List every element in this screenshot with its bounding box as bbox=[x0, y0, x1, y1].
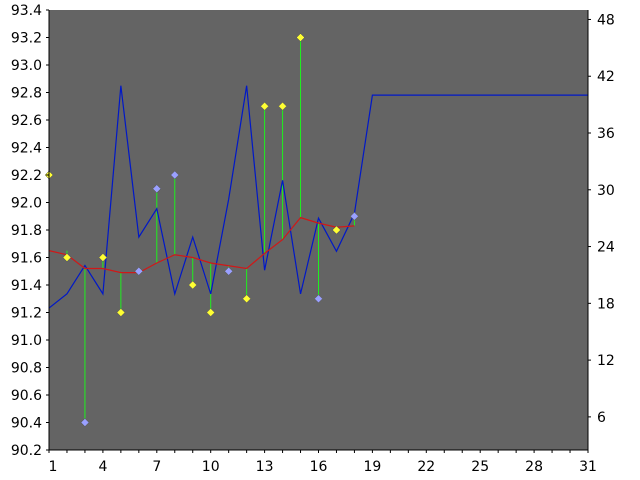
marker-13 bbox=[260, 101, 269, 111]
marker-16 bbox=[314, 294, 323, 304]
y-left-tick-label: 92.2 bbox=[11, 168, 42, 184]
x-tick-label: 13 bbox=[256, 459, 274, 475]
x-tick-label: 7 bbox=[152, 459, 161, 475]
x-tick-label: 4 bbox=[98, 459, 107, 475]
marker-10 bbox=[206, 308, 216, 317]
y-left-tick-label: 92.6 bbox=[11, 113, 42, 129]
marker-3 bbox=[80, 418, 90, 427]
marker-8 bbox=[170, 170, 180, 180]
x-tick-label: 10 bbox=[202, 459, 220, 475]
axes-group: 90.2 90.4 90.6 90.8 91.0 91.2 91.4 91.6 91.8 92.0… bbox=[11, 3, 615, 475]
series-line-0 bbox=[48, 85, 588, 309]
y-left-tick-label: 91.4 bbox=[11, 278, 42, 294]
marker-2 bbox=[62, 253, 72, 262]
y-left-tick-label: 91.2 bbox=[11, 306, 42, 322]
marker-4 bbox=[98, 253, 108, 262]
marker-6 bbox=[134, 266, 144, 276]
marker-12 bbox=[242, 294, 251, 304]
marker-11 bbox=[224, 266, 234, 276]
y-left-tick-label: 93.4 bbox=[11, 3, 42, 19]
marker-5 bbox=[116, 308, 126, 317]
y-right-tick-label: 6 bbox=[597, 410, 606, 426]
y-right-tick-label: 18 bbox=[597, 296, 615, 312]
y-left-tick-label: 90.6 bbox=[11, 388, 42, 404]
y-left-tick-label: 90.4 bbox=[11, 416, 42, 432]
marker-14 bbox=[278, 101, 287, 111]
x-tick-label: 1 bbox=[49, 459, 58, 475]
markers-group bbox=[44, 33, 359, 427]
marker-15 bbox=[296, 33, 305, 42]
x-tick-label: 25 bbox=[471, 459, 489, 475]
series-line-1 bbox=[48, 216, 355, 274]
stems-group bbox=[48, 37, 355, 423]
y-left-tick-label: 93.0 bbox=[11, 58, 42, 74]
x-tick-label: 19 bbox=[363, 459, 381, 475]
y-left-tick-label: 91.6 bbox=[11, 251, 42, 267]
marker-17 bbox=[332, 225, 341, 235]
x-tick-label: 31 bbox=[579, 459, 597, 475]
y-right-tick-label: 24 bbox=[597, 240, 615, 256]
y-left-tick-label: 91.8 bbox=[11, 223, 42, 239]
y-right-tick-label: 36 bbox=[597, 126, 615, 142]
y-left-tick-label: 92.0 bbox=[11, 196, 42, 212]
x-tick-label: 16 bbox=[310, 459, 328, 475]
y-right-tick-label: 30 bbox=[597, 183, 615, 199]
marker-7 bbox=[152, 184, 162, 194]
y-left-tick-label: 92.4 bbox=[11, 141, 42, 157]
x-tick-label: 22 bbox=[417, 459, 435, 475]
y-left-tick-label: 93.2 bbox=[11, 31, 42, 47]
y-right-tick-label: 12 bbox=[597, 353, 615, 369]
y-left-tick-label: 90.2 bbox=[11, 443, 42, 459]
y-left-tick-label: 90.8 bbox=[11, 361, 42, 377]
y-left-tick-label: 91.0 bbox=[11, 333, 42, 349]
y-right-tick-label: 42 bbox=[597, 69, 615, 85]
marker-9 bbox=[188, 280, 198, 290]
y-right-tick-label: 48 bbox=[597, 12, 615, 28]
lines-group bbox=[48, 85, 588, 309]
y-left-tick-label: 92.8 bbox=[11, 86, 42, 102]
x-tick-label: 28 bbox=[525, 459, 543, 475]
marker-18 bbox=[350, 211, 359, 221]
